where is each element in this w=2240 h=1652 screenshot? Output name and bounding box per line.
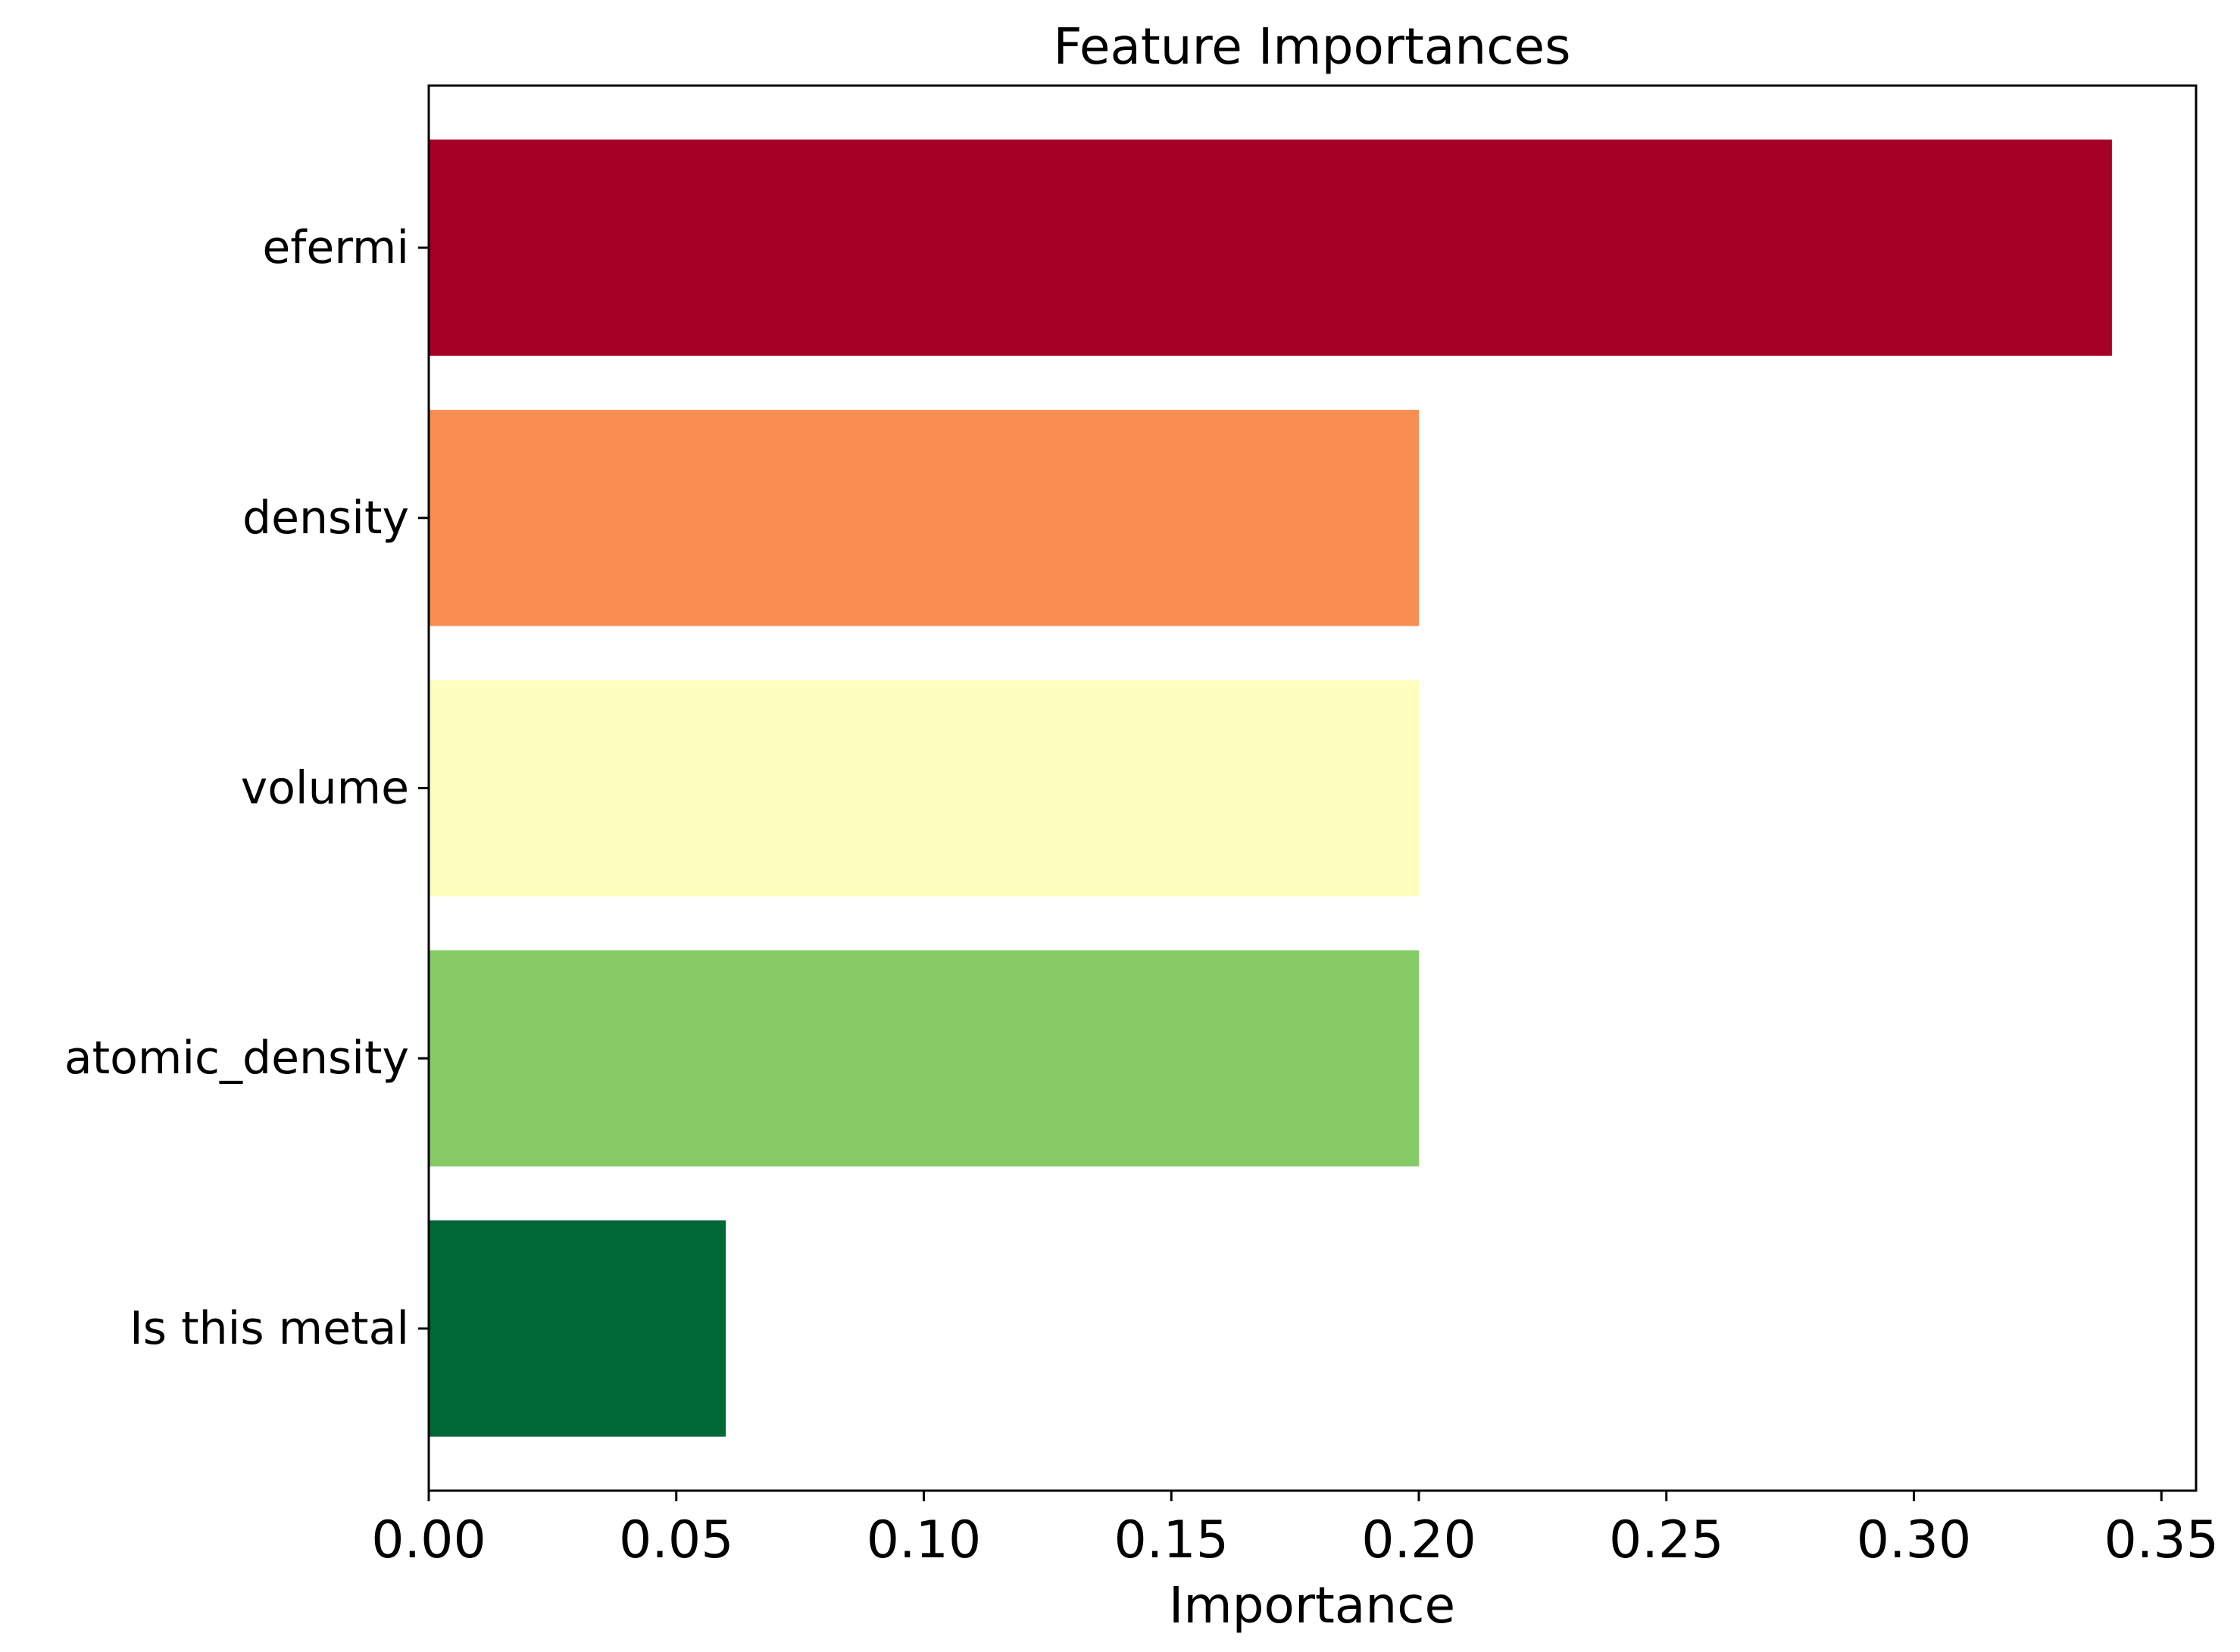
- chart-title: Feature Importances: [1054, 17, 1571, 76]
- x-tick-label: 0.00: [371, 1510, 486, 1570]
- x-axis-label: Importance: [1169, 1576, 1455, 1635]
- bar-is-this-metal: [429, 1220, 726, 1437]
- x-axis: 0.00 0.05 0.10 0.15 0.20 0.25 0.30 0.35: [371, 1491, 2219, 1570]
- x-tick-label: 0.35: [2104, 1510, 2219, 1570]
- y-tick-label: Is this metal: [130, 1302, 409, 1355]
- y-tick-label: density: [242, 492, 409, 545]
- x-tick-label: 0.30: [1857, 1510, 1971, 1570]
- x-tick-label: 0.25: [1609, 1510, 1723, 1570]
- plot-frame: [427, 84, 2198, 1492]
- y-tick-label: atomic_density: [64, 1032, 409, 1085]
- x-tick-label: 0.05: [619, 1510, 733, 1570]
- y-tick-label: volume: [241, 762, 409, 815]
- bar-density: [429, 410, 1420, 626]
- bar-efermi: [429, 139, 2112, 356]
- x-tick-label: 0.15: [1114, 1510, 1229, 1570]
- y-axis: efermi density volume atomic_density Is this…: [64, 221, 429, 1355]
- x-tick-label: 0.20: [1361, 1510, 1476, 1570]
- bar-atomic-density: [429, 950, 1420, 1166]
- bar-volume: [429, 679, 1420, 897]
- y-tick-label: efermi: [262, 221, 409, 274]
- bars-layer: [429, 139, 2112, 1437]
- x-tick-label: 0.10: [867, 1510, 981, 1570]
